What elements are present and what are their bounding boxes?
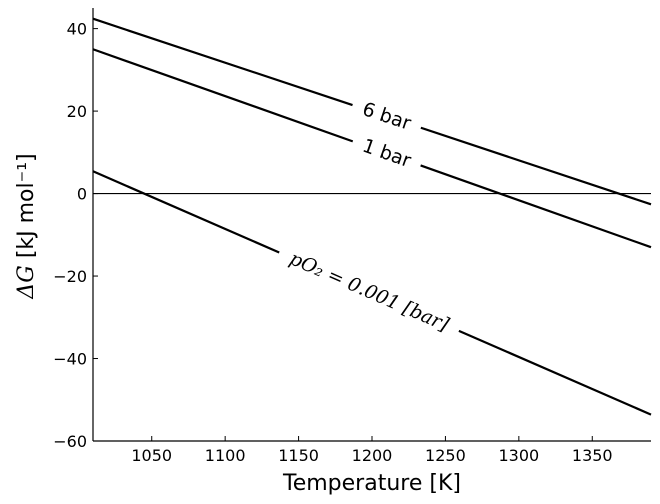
series-label-3-value: = 0.001 [bar]: [324, 264, 452, 336]
y-tick-label--20: −20: [53, 267, 87, 286]
y-tick-label--40: −40: [53, 350, 87, 369]
y-tick-label--60: −60: [53, 432, 87, 451]
series-label-text-3: pO₂ = 0.001 [bar]: [286, 247, 452, 336]
series-line-2-segment-1: [92, 48, 354, 143]
plot-area: [92, 17, 652, 416]
x-tick-label-1150: 1150: [278, 446, 319, 465]
series-label-3: pO₂ = 0.001 [bar]: [286, 247, 452, 336]
y-tick-label-40: 40: [67, 20, 87, 39]
y-axis-label: ΔG [kJ mol⁻¹]: [14, 153, 39, 299]
series-label-1: 6 bar: [360, 98, 414, 135]
x-tick-label-1200: 1200: [352, 446, 393, 465]
x-tick-label-1050: 1050: [131, 446, 172, 465]
series-line-3-segment-1: [92, 170, 280, 254]
series-label-text-1: 6 bar: [360, 98, 414, 135]
y-tick-label-20: 20: [67, 102, 87, 121]
x-tick-label-1300: 1300: [498, 446, 539, 465]
y-tick-label-0: 0: [77, 185, 87, 204]
x-axis-label: Temperature [K]: [282, 471, 461, 496]
y-axis-label-units: [kJ mol⁻¹]: [14, 153, 39, 265]
ticks: 1050 1100 1150 1200 1250 1300 1350 −60 −40 −20 0 20…: [53, 20, 612, 465]
axes: [92, 8, 651, 442]
y-axis-label-symbol: ΔG: [14, 265, 39, 299]
series-label-text-2: 1 bar: [360, 135, 414, 172]
series-line-3-segment-2: [458, 329, 652, 416]
series-line-1-segment-1: [92, 17, 353, 107]
x-tick-label-1100: 1100: [205, 446, 246, 465]
series-line-1-segment-2: [420, 126, 652, 206]
x-tick-label-1250: 1250: [425, 446, 466, 465]
x-tick-label-1350: 1350: [572, 446, 613, 465]
series-label-2: 1 bar: [360, 135, 414, 172]
series-line-2-segment-2: [420, 164, 652, 249]
